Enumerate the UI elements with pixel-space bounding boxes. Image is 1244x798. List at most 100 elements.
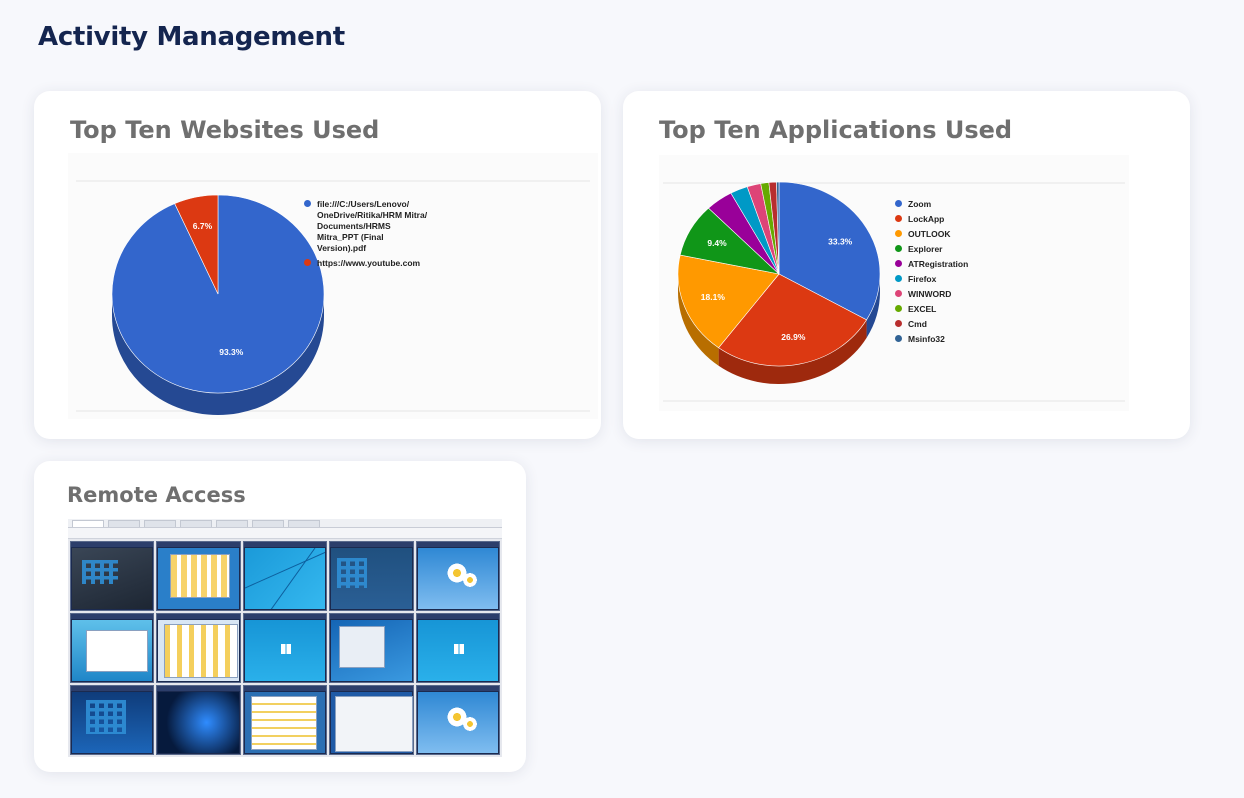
- remote-tab[interactable]: [72, 520, 104, 527]
- remote-screen-thumbnail[interactable]: [329, 613, 414, 683]
- remote-screen-thumbnail[interactable]: [329, 541, 414, 611]
- apps-legend-item[interactable]: Firefox: [895, 274, 1035, 285]
- apps-legend-dot: [895, 200, 902, 207]
- thumbnail-titlebar: [71, 686, 154, 691]
- apps-slice[interactable]: [776, 181, 780, 275]
- apps-legend-label: Cmd: [908, 319, 927, 329]
- remote-tab[interactable]: [252, 520, 284, 527]
- thumbnail-titlebar: [157, 686, 240, 691]
- thumbnail-titlebar: [71, 614, 154, 619]
- websites-slice-label: 93.3%: [219, 347, 244, 357]
- thumbnail-screen-win10-start: [72, 692, 153, 753]
- websites-legend-dot: [304, 259, 311, 266]
- thumbnail-titlebar: [330, 686, 413, 691]
- websites-legend-label: file:///C:/Users/Lenovo/ OneDrive/Ritika…: [317, 199, 428, 253]
- apps-slice[interactable]: [778, 181, 881, 321]
- thumbnail-titlebar: [416, 542, 499, 547]
- apps-slice-label: 9.4%: [707, 238, 727, 248]
- apps-legend-item[interactable]: Explorer: [895, 244, 1035, 255]
- remote-tab[interactable]: [180, 520, 212, 527]
- remote-screen-thumbnail[interactable]: [242, 541, 328, 611]
- apps-legend-item[interactable]: Zoom: [895, 199, 1035, 210]
- remote-screen-thumbnail[interactable]: [70, 613, 155, 683]
- apps-legend-dot: [895, 305, 902, 312]
- thumbnail-titlebar: [330, 542, 413, 547]
- apps-legend-label: OUTLOOK: [908, 229, 951, 239]
- websites-legend: file:///C:/Users/Lenovo/ OneDrive/Ritika…: [304, 199, 474, 273]
- websites-card: Top Ten Websites Used 93.3% 6.7% file:///…: [34, 91, 601, 439]
- apps-slice-side[interactable]: [718, 319, 867, 384]
- apps-legend-dot: [895, 275, 902, 282]
- remote-screen-thumbnail[interactable]: [70, 541, 155, 611]
- apps-chart: 33.3% 26.9% 18.1% 9.4% Zoom LockApp OUTLOOK Ex…: [659, 155, 1129, 411]
- thumbnail-screen-win8-lines: [244, 547, 327, 610]
- apps-legend-label: WINWORD: [908, 289, 952, 299]
- thumbnail-titlebar: [416, 614, 499, 619]
- remote-screen-thumbnail[interactable]: [156, 685, 241, 755]
- remote-tab[interactable]: [108, 520, 140, 527]
- websites-legend-label: https://www.youtube.com: [317, 258, 421, 268]
- websites-slice-side[interactable]: [112, 294, 324, 415]
- thumbnail-screen-dialog-window: [331, 692, 413, 753]
- apps-legend-label: Firefox: [908, 274, 937, 284]
- apps-legend: Zoom LockApp OUTLOOK Explorer ATRegistration…: [895, 199, 1035, 349]
- remote-tab[interactable]: [144, 520, 176, 527]
- apps-legend-label: Zoom: [908, 199, 932, 209]
- thumbnail-titlebar: [157, 542, 240, 547]
- remote-screen-thumbnail[interactable]: [70, 685, 155, 755]
- apps-legend-dot: [895, 245, 902, 252]
- websites-legend-dot: [304, 200, 311, 207]
- apps-legend-item[interactable]: Cmd: [895, 319, 1035, 330]
- thumbnail-titlebar: [330, 614, 413, 619]
- remote-tab[interactable]: [216, 520, 248, 527]
- remote-screen-thumbnail[interactable]: [242, 685, 328, 755]
- remote-screen-thumbnail[interactable]: [415, 541, 500, 611]
- apps-legend-label: EXCEL: [908, 304, 937, 314]
- apps-legend-label: ATRegistration: [908, 259, 969, 269]
- remote-toolbar: [68, 528, 502, 539]
- apps-legend-item[interactable]: LockApp: [895, 214, 1035, 225]
- remote-screen-thumbnail[interactable]: [415, 613, 500, 683]
- apps-legend-item[interactable]: EXCEL: [895, 304, 1035, 315]
- thumbnail-screen-win7-control: [331, 620, 412, 681]
- websites-card-title: Top Ten Websites Used: [70, 116, 380, 144]
- apps-slice-side[interactable]: [866, 274, 880, 338]
- apps-slice-label: 18.1%: [701, 292, 726, 302]
- apps-legend-dot: [895, 230, 902, 237]
- thumbnail-screen-win8-start-blue: [331, 548, 412, 609]
- apps-pie-svg: 33.3% 26.9% 18.1% 9.4%: [663, 181, 1125, 402]
- remote-access-screenshot: [68, 519, 502, 757]
- websites-legend-item[interactable]: https://www.youtube.com: [304, 258, 474, 269]
- remote-screen-thumbnail[interactable]: [329, 685, 414, 755]
- remote-screens-grid: [68, 539, 502, 757]
- websites-legend-item[interactable]: file:///C:/Users/Lenovo/ OneDrive/Ritika…: [304, 199, 474, 254]
- thumbnail-screen-windows8-splash: [417, 620, 498, 681]
- thumbnail-screen-win8-flower: [417, 692, 498, 753]
- thumbnail-screen-win8-start: [72, 548, 153, 609]
- apps-legend-label: Msinfo32: [908, 334, 945, 344]
- remote-screen-thumbnail[interactable]: [156, 613, 241, 683]
- apps-card-title: Top Ten Applications Used: [659, 116, 1013, 144]
- thumbnail-titlebar: [243, 614, 327, 619]
- apps-legend-item[interactable]: Msinfo32: [895, 334, 1035, 345]
- thumbnail-screen-win7-explorer: [72, 620, 153, 681]
- apps-legend-label: LockApp: [908, 214, 945, 224]
- thumbnail-titlebar: [243, 686, 327, 691]
- remote-screen-thumbnail[interactable]: [242, 613, 328, 683]
- websites-chart: 93.3% 6.7% file:///C:/Users/Lenovo/ OneDr…: [68, 153, 598, 419]
- apps-slice-label: 26.9%: [781, 332, 806, 342]
- websites-pie-svg: 93.3% 6.7%: [76, 180, 590, 415]
- apps-slice-label: 33.3%: [828, 237, 853, 247]
- apps-slice[interactable]: [718, 273, 868, 367]
- apps-legend-item[interactable]: WINWORD: [895, 289, 1035, 300]
- apps-slice[interactable]: [677, 254, 780, 349]
- remote-screen-thumbnail[interactable]: [156, 541, 241, 611]
- thumbnail-screen-win7-files: [244, 692, 326, 753]
- remote-screen-thumbnail[interactable]: [415, 685, 500, 755]
- apps-slice-side[interactable]: [678, 274, 719, 366]
- remote-tab[interactable]: [288, 520, 320, 527]
- websites-slice[interactable]: [174, 194, 219, 295]
- apps-legend-item[interactable]: ATRegistration: [895, 259, 1035, 270]
- apps-legend-dot: [895, 320, 902, 327]
- apps-legend-item[interactable]: OUTLOOK: [895, 229, 1035, 240]
